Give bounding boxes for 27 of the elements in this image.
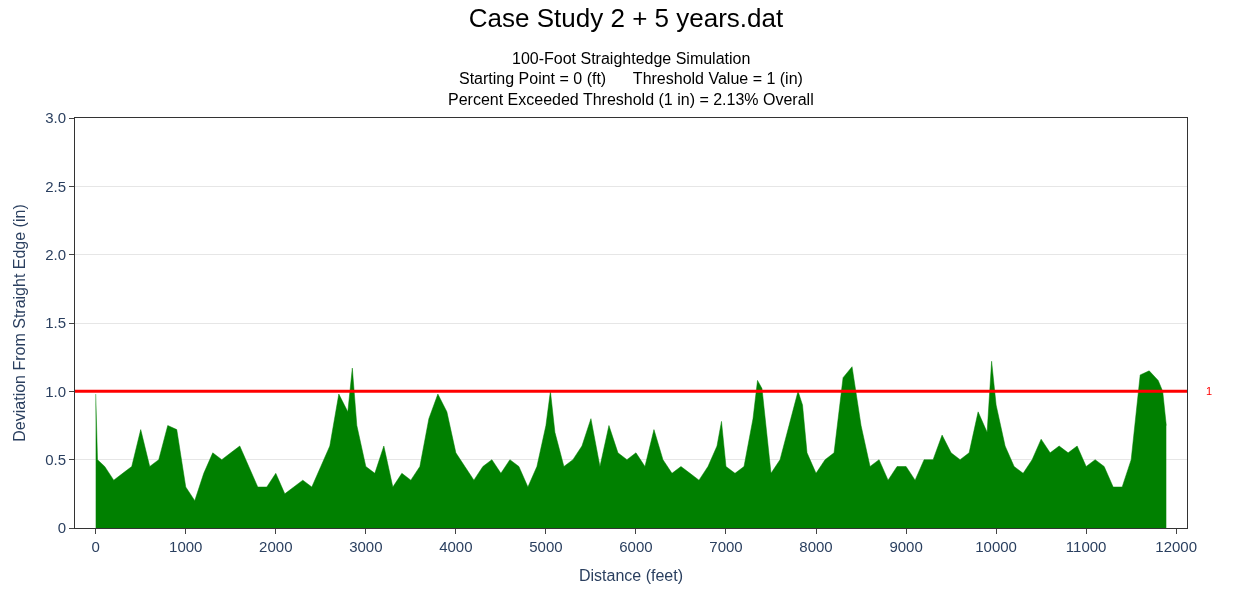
x-tick-label: 7000 [709, 538, 743, 555]
x-tick-label: 2000 [259, 538, 293, 555]
x-tick-label: 6000 [619, 538, 653, 555]
x-tick-label: 1000 [169, 538, 203, 555]
x-tick-label: 12000 [1155, 538, 1198, 555]
x-tick-label: 8000 [799, 538, 833, 555]
x-axis-title: Distance (feet) [578, 566, 684, 584]
y-tick-label: 0 [57, 519, 66, 537]
y-tick-label: 1.5 [45, 314, 66, 332]
x-tick-label: 11000 [1065, 538, 1107, 555]
x-tick-label: 9000 [889, 538, 923, 555]
y-tick-label: 2.0 [45, 245, 66, 263]
chart-title: Case Study 2 + 5 years.dat [468, 3, 784, 34]
x-tick-label: 5000 [529, 538, 563, 555]
y-tick-label: 2.5 [45, 177, 66, 195]
chart-subtitle: 100-Foot Straightedge Simulation [512, 50, 751, 67]
y-tick-label: 1.0 [45, 382, 66, 400]
y-axis-title: Deviation From Straight Edge (in) [11, 204, 29, 442]
y-tick-label: 3.0 [45, 109, 66, 127]
ref-line-label: 1 [1206, 385, 1213, 397]
text: Percent Exceeded Threshold (1 in) = 2.13% Overall [448, 91, 814, 108]
x-tick-label: 10000 [975, 538, 1017, 555]
text: Starting Point = 0 (ft) Threshold Value = 1 (in) [459, 70, 803, 87]
x-tick-label: 4000 [439, 538, 473, 555]
y-tick-label: 0.5 [45, 450, 66, 468]
x-tick-label: 0 [91, 538, 100, 555]
x-tick-label: 3000 [349, 538, 383, 555]
